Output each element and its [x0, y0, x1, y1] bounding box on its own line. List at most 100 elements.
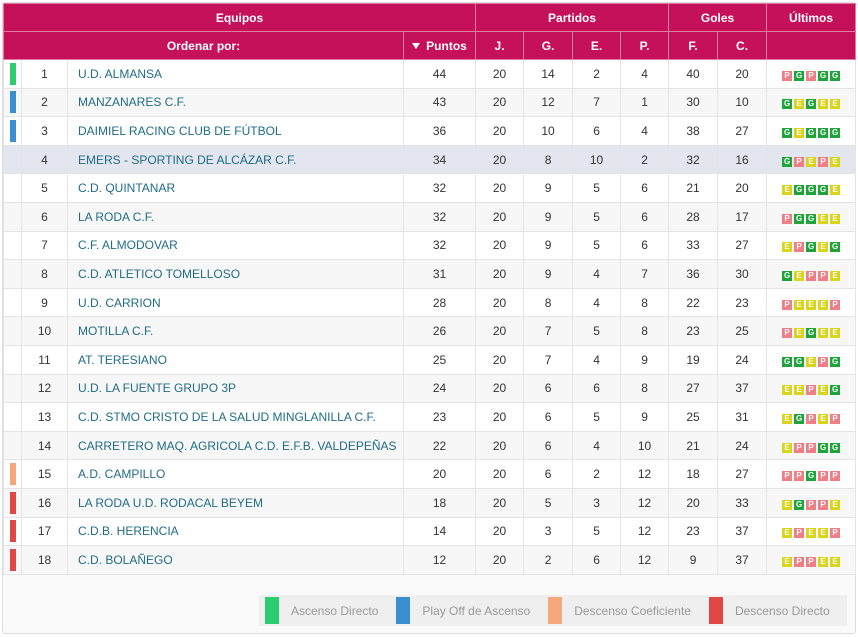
cell-drawn: 5 [572, 316, 622, 346]
result-badge: P [806, 442, 817, 453]
group-header: Partidos [475, 3, 670, 32]
zone-marker [9, 119, 16, 142]
cell-won: 10 [523, 116, 574, 146]
cell-lost: 12 [620, 545, 670, 575]
cell-points: 20 [402, 459, 477, 489]
cell-position: 17 [21, 516, 68, 547]
result-badge: E [794, 328, 805, 339]
result-badge: G [830, 242, 841, 253]
result-badge: E [782, 556, 793, 567]
cell-position: 7 [21, 230, 68, 261]
result-badge: G [830, 442, 841, 453]
cell-goals-against: 30 [717, 259, 768, 289]
cell-played: 20 [475, 230, 525, 261]
zone-marker [9, 491, 16, 514]
zone-cell [3, 59, 22, 89]
result-badge: P [806, 70, 817, 81]
cell-points: 22 [402, 430, 477, 461]
column-header-text[interactable]: Puntos [426, 38, 467, 53]
legend-item: Descenso Directo [703, 595, 842, 626]
result-badge: G [806, 185, 817, 196]
table-row: 6 LA RODA C.F. 32 20 9 5 6 28 17 P G G E E [3, 201, 857, 232]
cell-goals-for: 21 [668, 430, 719, 461]
cell-played: 20 [475, 87, 525, 118]
zone-cell [3, 287, 22, 318]
cell-drawn: 4 [572, 430, 622, 461]
result-badge: G [830, 385, 841, 396]
cell-lost: 8 [620, 287, 670, 318]
zone-cell [3, 545, 22, 575]
zone-cell [3, 344, 22, 375]
cell-won: 12 [523, 87, 574, 118]
result-badge: P [794, 442, 805, 453]
cell-won: 9 [523, 173, 574, 203]
cell-played: 20 [475, 545, 525, 575]
column-header[interactable]: Puntos [402, 31, 477, 60]
cell-played: 20 [475, 516, 525, 547]
cell-goals-against: 23 [717, 287, 768, 318]
cell-position: 3 [21, 116, 68, 146]
column-header: E. [572, 31, 622, 60]
result-badge: G [806, 242, 817, 253]
cell-position: 4 [21, 144, 68, 175]
result-badge: G [806, 328, 817, 339]
result-badge: E [782, 185, 793, 196]
team-name: C.D.B. HERENCIA [67, 516, 404, 547]
cell-position: 10 [21, 316, 68, 346]
cell-played: 20 [475, 259, 525, 289]
cell-lost: 6 [620, 201, 670, 232]
cell-goals-for: 27 [668, 373, 719, 404]
result-badge: E [782, 385, 793, 396]
team-name: MANZANARES C.F. [67, 87, 404, 118]
cell-goals-against: 37 [717, 545, 768, 575]
table-row: 2 MANZANARES C.F. 43 20 12 7 1 30 10 G E G E E [3, 87, 857, 118]
legend-label: Ascenso Directo [291, 603, 379, 618]
cell-goals-against: 17 [717, 201, 768, 232]
cell-won: 6 [523, 459, 574, 489]
cell-drawn: 2 [572, 59, 622, 89]
table-row: 13 C.D. STMO CRISTO DE LA SALUD MINGLANIL… [3, 402, 857, 432]
cell-played: 20 [475, 201, 525, 232]
cell-goals-for: 40 [668, 59, 719, 89]
cell-played: 20 [475, 316, 525, 346]
result-badge: P [830, 413, 841, 424]
table-row: 11 AT. TERESIANO 25 20 7 4 9 19 24 G G E P G [3, 344, 857, 375]
cell-lost: 9 [620, 402, 670, 432]
cell-lost: 8 [620, 316, 670, 346]
cell-goals-for: 23 [668, 316, 719, 346]
result-badge: G [806, 471, 817, 482]
cell-goals-for: 32 [668, 144, 719, 175]
cell-goals-against: 27 [717, 230, 768, 261]
zone-marker [9, 463, 16, 486]
zone-marker [9, 548, 16, 571]
cell-goals-against: 24 [717, 344, 768, 375]
table-row: 15 A.D. CAMPILLO 20 20 6 2 12 18 27 P P G P P [3, 459, 857, 489]
cell-lost: 8 [620, 373, 670, 404]
cell-position: 1 [21, 59, 68, 89]
cell-played: 20 [475, 59, 525, 89]
cell-lost: 12 [620, 516, 670, 547]
result-badge: G [782, 127, 793, 138]
column-header [766, 31, 857, 60]
result-badge: G [806, 99, 817, 110]
cell-points: 14 [402, 516, 477, 547]
cell-won: 9 [523, 201, 574, 232]
table-row: 12 U.D. LA FUENTE GRUPO 3P 24 20 6 6 8 27 37 E E P E… [3, 373, 857, 404]
legend-swatch [265, 597, 279, 624]
cell-position: 15 [21, 459, 68, 489]
result-badge: P [806, 413, 817, 424]
cell-drawn: 5 [572, 516, 622, 547]
cell-goals-against: 16 [717, 144, 768, 175]
cell-played: 20 [475, 402, 525, 432]
cell-won: 3 [523, 516, 574, 547]
result-badge: G [818, 127, 829, 138]
legend-item: Ascenso Directo [259, 595, 390, 626]
result-badge: E [830, 99, 841, 110]
